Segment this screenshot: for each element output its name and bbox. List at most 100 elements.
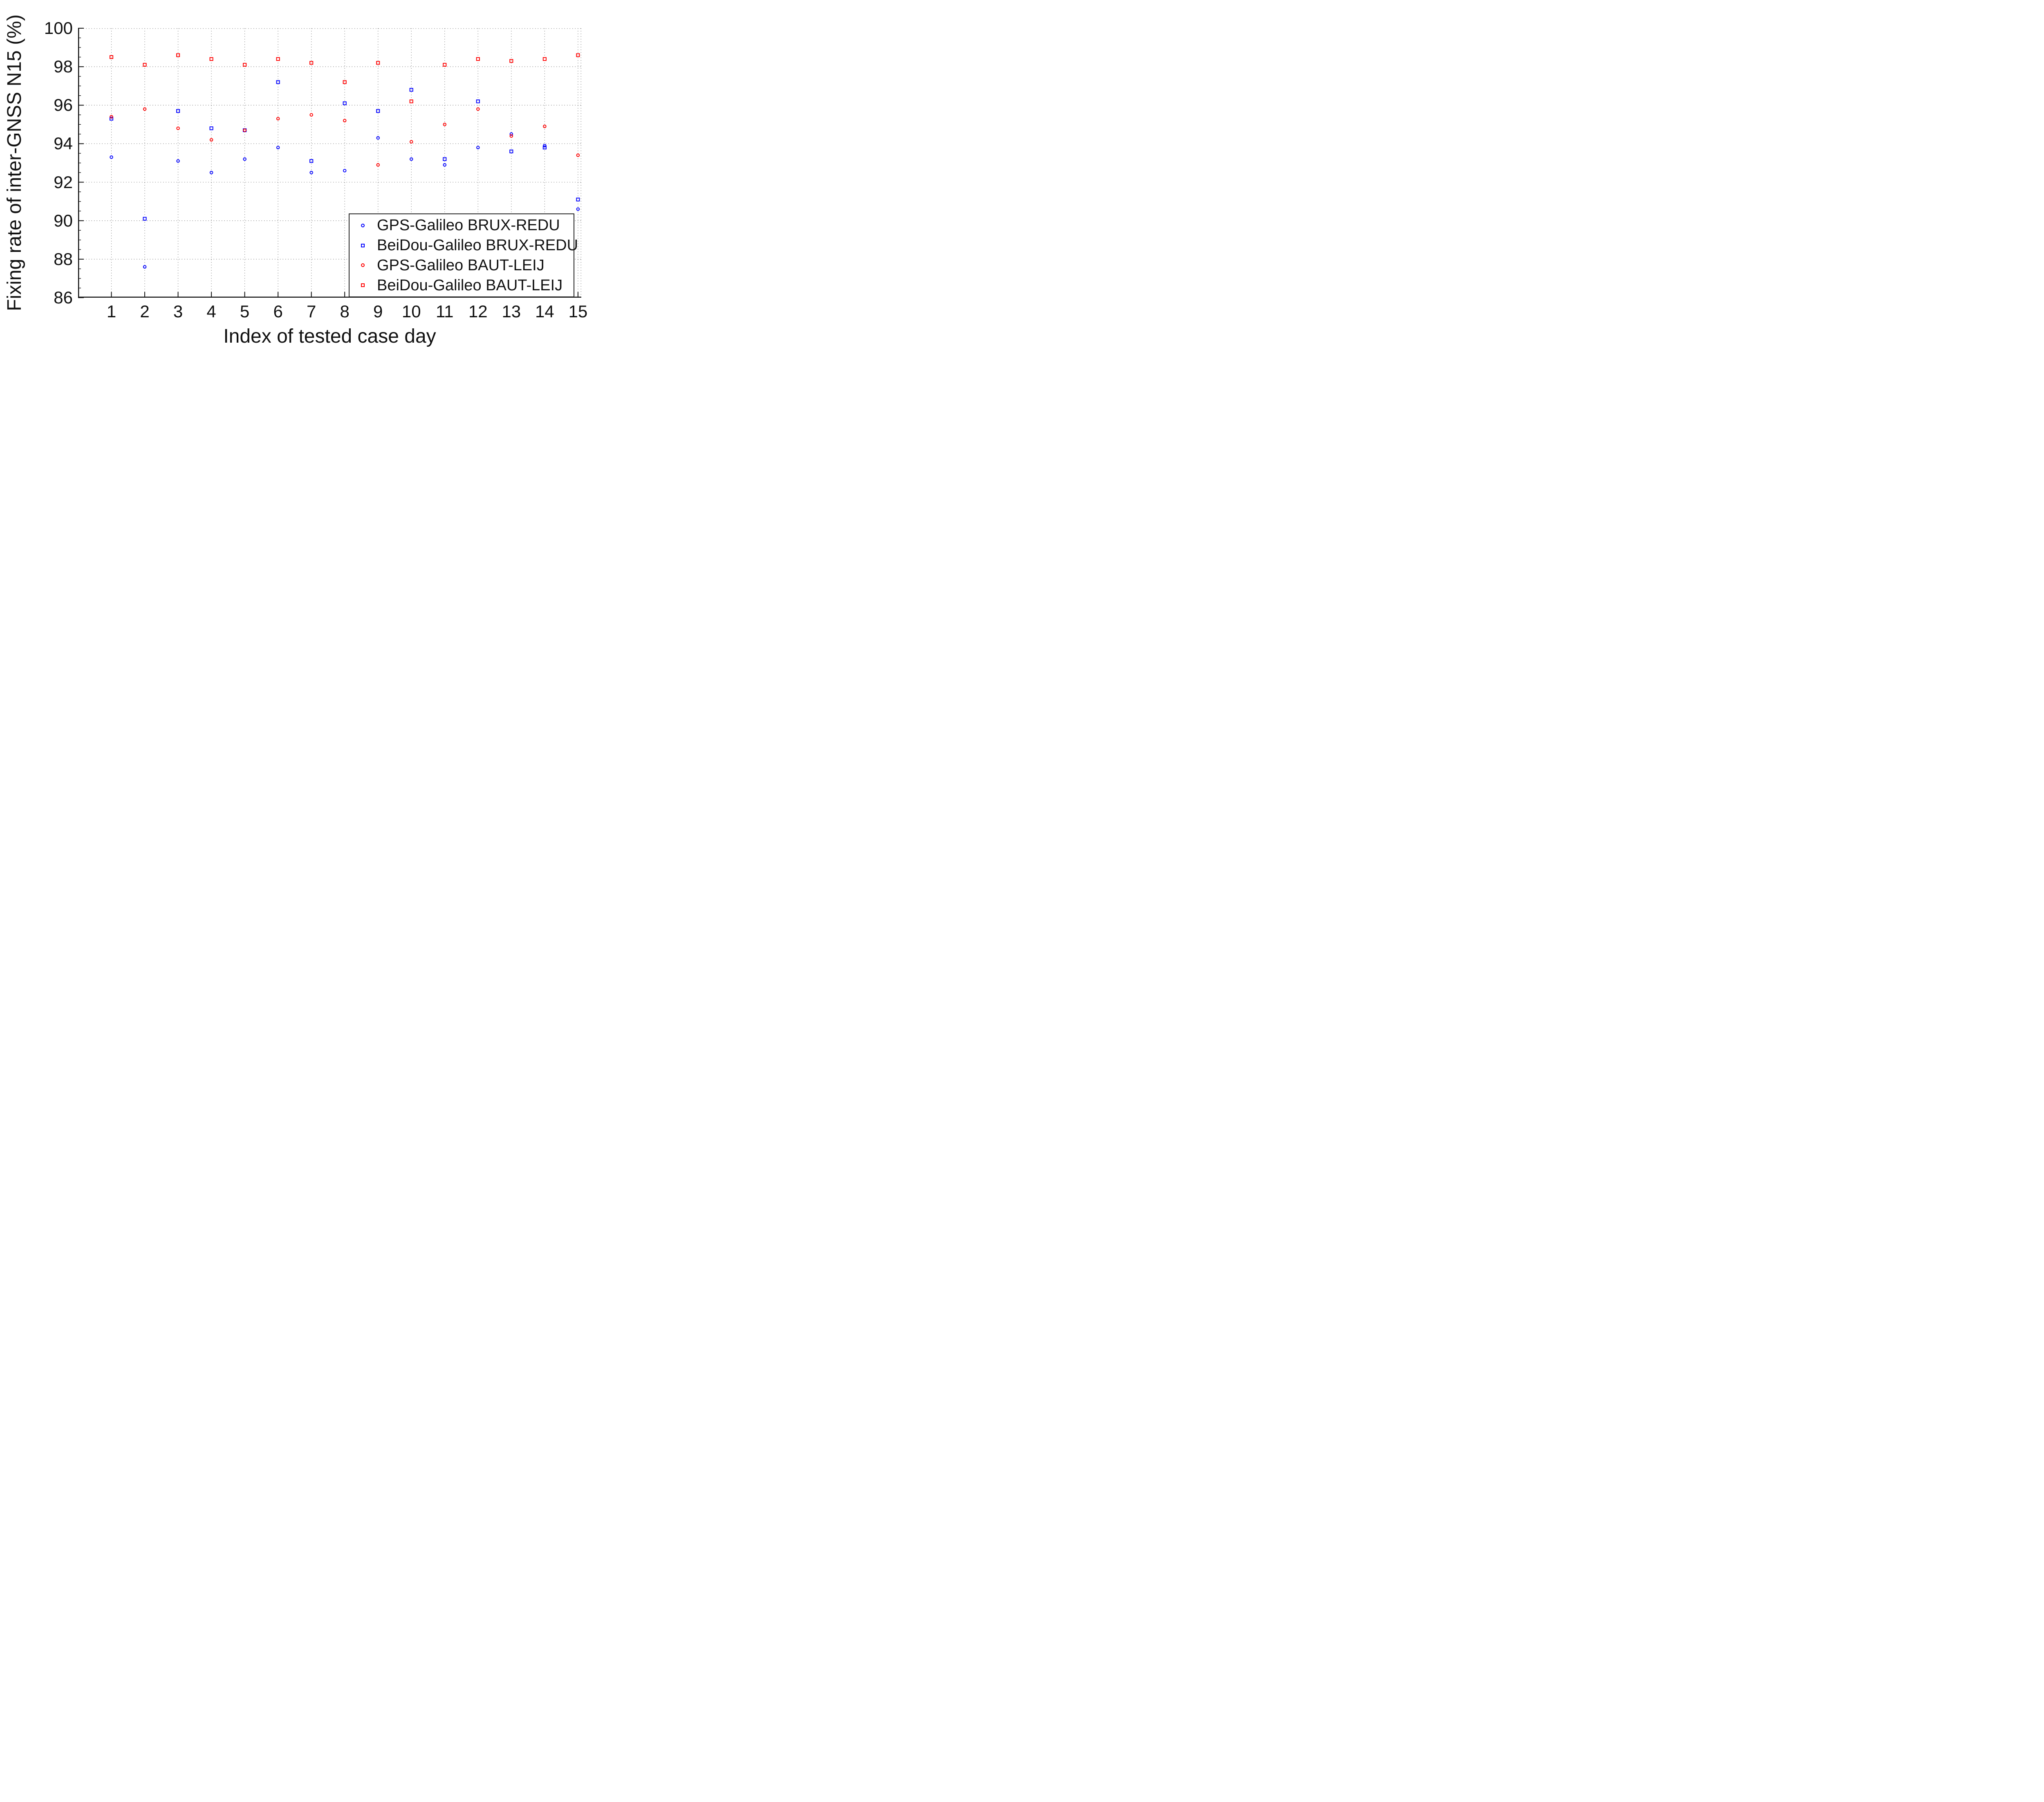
marker-gps-galileo-baut-leij-day-12 [476,107,480,111]
y-tick-label-90: 90 [54,211,73,230]
marker-beidou-galileo-brux-redu-day-15 [576,197,580,202]
marker-gps-galileo-brux-redu-day-8 [343,169,347,173]
marker-beidou-galileo-brux-redu-day-11 [443,157,447,161]
marker-beidou-galileo-brux-redu-day-13 [509,149,513,153]
marker-beidou-galileo-brux-redu-day-7 [309,159,314,163]
x-tick-label-10: 10 [401,302,421,321]
marker-gps-galileo-baut-leij-day-6 [276,117,280,121]
marker-gps-galileo-brux-redu-day-15 [576,207,580,211]
marker-gps-galileo-brux-redu-day-14 [543,144,547,148]
x-tick-label-14: 14 [535,302,554,321]
y-tick-label-86: 86 [54,288,73,307]
square-marker-icon [361,283,365,287]
y-tick-label-98: 98 [54,57,73,76]
legend-marker-cell [354,283,372,287]
marker-gps-galileo-baut-leij-day-2 [143,107,147,111]
circle-marker-icon [361,263,365,267]
marker-gps-galileo-brux-redu-day-10 [409,157,413,161]
marker-beidou-galileo-brux-redu-day-12 [476,99,480,103]
marker-gps-galileo-brux-redu-day-3 [176,159,180,163]
marker-beidou-galileo-baut-leij-day-15 [576,53,580,57]
marker-gps-galileo-baut-leij-day-10 [409,140,413,144]
marker-gps-galileo-brux-redu-day-9 [376,136,380,140]
x-tick-label-3: 3 [173,302,183,321]
x-tick-label-15: 15 [568,302,588,321]
marker-beidou-galileo-brux-redu-day-2 [143,217,147,221]
marker-beidou-galileo-baut-leij-day-10 [409,99,413,103]
marker-beidou-galileo-brux-redu-day-4 [209,126,213,130]
legend-item-gps-galileo-brux-redu: GPS-Galileo BRUX-REDU [354,216,574,234]
marker-gps-galileo-baut-leij-day-4 [209,138,213,142]
chart-figure: Fixing rate of inter-GNSS N15 (%) Index … [0,0,594,360]
marker-gps-galileo-brux-redu-day-13 [509,132,513,136]
legend-label: GPS-Galileo BRUX-REDU [377,217,560,234]
x-tick-label-7: 7 [306,302,316,321]
legend-label: GPS-Galileo BAUT-LEIJ [377,256,545,274]
legend: GPS-Galileo BRUX-REDU BeiDou-Galileo BRUX… [349,213,578,297]
marker-beidou-galileo-baut-leij-day-6 [276,57,280,61]
marker-gps-galileo-brux-redu-day-12 [476,146,480,150]
marker-beidou-galileo-baut-leij-day-12 [476,57,480,61]
x-tick-label-12: 12 [468,302,488,321]
y-tick-label-94: 94 [54,134,73,153]
x-tick-label-6: 6 [273,302,283,321]
marker-beidou-galileo-baut-leij-day-9 [376,61,380,65]
marker-beidou-galileo-brux-redu-day-9 [376,109,380,113]
marker-gps-galileo-baut-leij-day-1 [110,115,113,119]
x-tick-label-13: 13 [502,302,521,321]
marker-beidou-galileo-baut-leij-day-13 [509,59,513,63]
marker-gps-galileo-brux-redu-day-1 [110,155,113,159]
y-tick-label-88: 88 [54,249,73,269]
marker-gps-galileo-baut-leij-day-7 [309,113,313,117]
marker-beidou-galileo-brux-redu-day-10 [409,88,413,92]
marker-beidou-galileo-baut-leij-day-4 [209,57,213,61]
y-axis-title: Fixing rate of inter-GNSS N15 (%) [4,14,25,311]
marker-gps-galileo-baut-leij-day-14 [543,124,547,128]
x-tick-label-9: 9 [373,302,383,321]
x-tick-label-11: 11 [435,302,454,321]
marker-beidou-galileo-baut-leij-day-2 [143,63,147,67]
marker-beidou-galileo-baut-leij-day-1 [109,55,114,59]
marker-beidou-galileo-brux-redu-day-6 [276,80,280,84]
x-tick-label-5: 5 [240,302,250,321]
x-tick-label-2: 2 [140,302,150,321]
legend-label: BeiDou-Galileo BAUT-LEIJ [377,276,563,294]
legend-label: BeiDou-Galileo BRUX-REDU [377,237,578,254]
marker-gps-galileo-baut-leij-day-8 [343,119,347,123]
marker-beidou-galileo-brux-redu-day-14 [542,146,547,150]
legend-item-beidou-galileo-brux-redu: BeiDou-Galileo BRUX-REDU [354,236,578,254]
circle-marker-icon [361,223,365,227]
marker-gps-galileo-brux-redu-day-6 [276,146,280,150]
marker-gps-galileo-baut-leij-day-11 [443,123,447,126]
legend-marker-cell [354,223,372,227]
marker-gps-galileo-brux-redu-day-4 [209,171,213,175]
legend-item-beidou-galileo-baut-leij: BeiDou-Galileo BAUT-LEIJ [354,276,574,294]
marker-gps-galileo-baut-leij-day-15 [576,153,580,157]
y-tick-label-100: 100 [44,18,73,38]
marker-gps-galileo-brux-redu-day-5 [243,157,247,161]
marker-beidou-galileo-baut-leij-day-14 [542,57,547,61]
marker-gps-galileo-brux-redu-day-7 [309,171,313,175]
x-axis-title: Index of tested case day [223,325,436,347]
marker-gps-galileo-brux-redu-day-11 [443,163,447,167]
marker-beidou-galileo-baut-leij-day-3 [176,53,180,57]
marker-gps-galileo-brux-redu-day-2 [143,265,147,269]
marker-beidou-galileo-baut-leij-day-8 [343,80,347,84]
legend-marker-cell [354,263,372,267]
x-tick-label-4: 4 [206,302,216,321]
legend-marker-cell [354,243,372,247]
marker-beidou-galileo-baut-leij-day-11 [443,63,447,67]
marker-beidou-galileo-brux-redu-day-3 [176,109,180,113]
marker-beidou-galileo-baut-leij-day-5 [243,63,247,67]
marker-beidou-galileo-baut-leij-day-7 [309,61,314,65]
marker-beidou-galileo-brux-redu-day-8 [343,101,347,105]
x-tick-label-1: 1 [106,302,117,321]
marker-gps-galileo-baut-leij-day-13 [509,134,513,138]
legend-item-gps-galileo-baut-leij: GPS-Galileo BAUT-LEIJ [354,256,574,274]
marker-beidou-galileo-brux-redu-day-1 [109,117,114,121]
y-tick-label-96: 96 [54,95,73,115]
y-tick-label-92: 92 [54,172,73,192]
marker-gps-galileo-baut-leij-day-9 [376,163,380,167]
marker-gps-galileo-baut-leij-day-5 [243,128,247,132]
marker-gps-galileo-baut-leij-day-3 [176,126,180,130]
